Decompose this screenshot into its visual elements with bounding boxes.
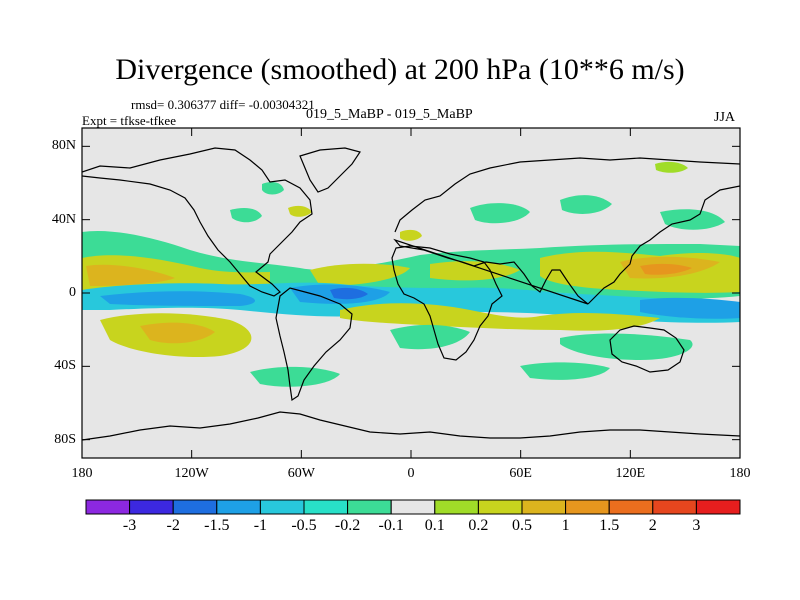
field-blob [100, 291, 255, 306]
lon-tick-label: 120W [174, 466, 209, 481]
colorbar-label: 1.5 [599, 517, 620, 534]
lon-tick-label: 180 [71, 466, 93, 481]
lon-tick-label: 120E [615, 466, 646, 481]
field-blob [262, 182, 284, 195]
field-blob [390, 324, 470, 350]
field-blob [330, 287, 368, 300]
colorbar [85, 499, 741, 515]
south-america-outline [275, 287, 353, 402]
lat-tick-label: 40S [54, 358, 76, 374]
experiment-label: Expt = tfkse-tfkee [82, 113, 176, 128]
colorbar-swatch [303, 499, 349, 515]
field-blob [560, 333, 693, 360]
colorbar-swatch [259, 499, 305, 515]
lat-tick-label: 0 [69, 285, 76, 300]
field-blob [230, 208, 262, 223]
field-blob [340, 303, 660, 331]
colorbar-label: 0.2 [468, 517, 489, 534]
colorbar-label: -1.5 [204, 517, 230, 534]
field-blob [400, 229, 422, 241]
field-blob [250, 366, 340, 387]
field-blob [86, 264, 175, 286]
colorbar-label: -1 [253, 517, 268, 534]
axis-ticks [81, 128, 741, 458]
colorbar-label: -3 [122, 517, 137, 534]
colorbar-swatch [347, 499, 392, 515]
rmsd-stats: rmsd= 0.306377 diff= -0.00304321 [131, 97, 315, 112]
colorbar-swatch [565, 499, 610, 515]
africa-outline [391, 245, 503, 361]
lon-tick-label: 180 [729, 466, 751, 481]
field-blob [640, 297, 740, 319]
colorbar-label: 3 [692, 517, 701, 534]
case-comparison-label: 019_5_MaBP - 019_5_MaBP [306, 107, 473, 122]
australia-outline [609, 325, 685, 373]
colorbar-label: -0.1 [378, 517, 404, 534]
colorbar-label: 1 [561, 517, 570, 534]
field-blob [140, 322, 215, 344]
field-blob [640, 263, 692, 275]
lon-tick-label: 60E [509, 466, 532, 481]
colorbar-swatch [390, 499, 436, 515]
colorbar-swatch [608, 499, 654, 515]
antarctica-outline [82, 411, 740, 441]
field-contours [82, 161, 740, 387]
lat-tick-label: 80N [51, 138, 76, 154]
europe-asia-outline [393, 157, 740, 305]
colorbar-swatch [172, 499, 218, 515]
colorbar-label: 0.5 [512, 517, 532, 534]
lon-tick-label: 60W [287, 466, 315, 481]
colorbar-swatch [129, 499, 174, 515]
colorbar-swatch [85, 499, 131, 515]
field-blob [660, 209, 725, 230]
colorbar-label: -0.2 [334, 517, 361, 534]
field-blob [288, 205, 312, 217]
colorbar-swatch [477, 499, 523, 515]
field-blob [310, 263, 410, 286]
colorbar-swatch [216, 499, 261, 515]
lat-tick-label: 80S [54, 431, 76, 447]
colorbar-label: -2 [166, 517, 180, 534]
lat-tick-label: 40N [51, 211, 76, 227]
field-blob [520, 362, 610, 380]
plot-title: Divergence (smoothed) at 200 hPa (10**6 … [115, 53, 685, 86]
colorbar-label: 2 [648, 517, 657, 534]
colorbar-swatch [652, 499, 697, 515]
field-blob [430, 261, 520, 281]
field-blob [655, 161, 688, 173]
field-blob [470, 203, 530, 224]
season-label: JJA [714, 110, 736, 125]
field-blob [82, 282, 740, 323]
colorbar-label: 0.1 [424, 517, 445, 534]
lon-tick-label: 0 [407, 466, 415, 481]
field-blob [560, 195, 612, 214]
colorbar-swatch [434, 499, 479, 515]
continent-outlines [82, 147, 740, 441]
colorbar-swatch [521, 499, 567, 515]
north-america-outline [82, 147, 313, 297]
colorbar-swatch [695, 499, 741, 515]
greenland-outline [299, 147, 361, 193]
colorbar-label: -0.5 [291, 517, 317, 534]
